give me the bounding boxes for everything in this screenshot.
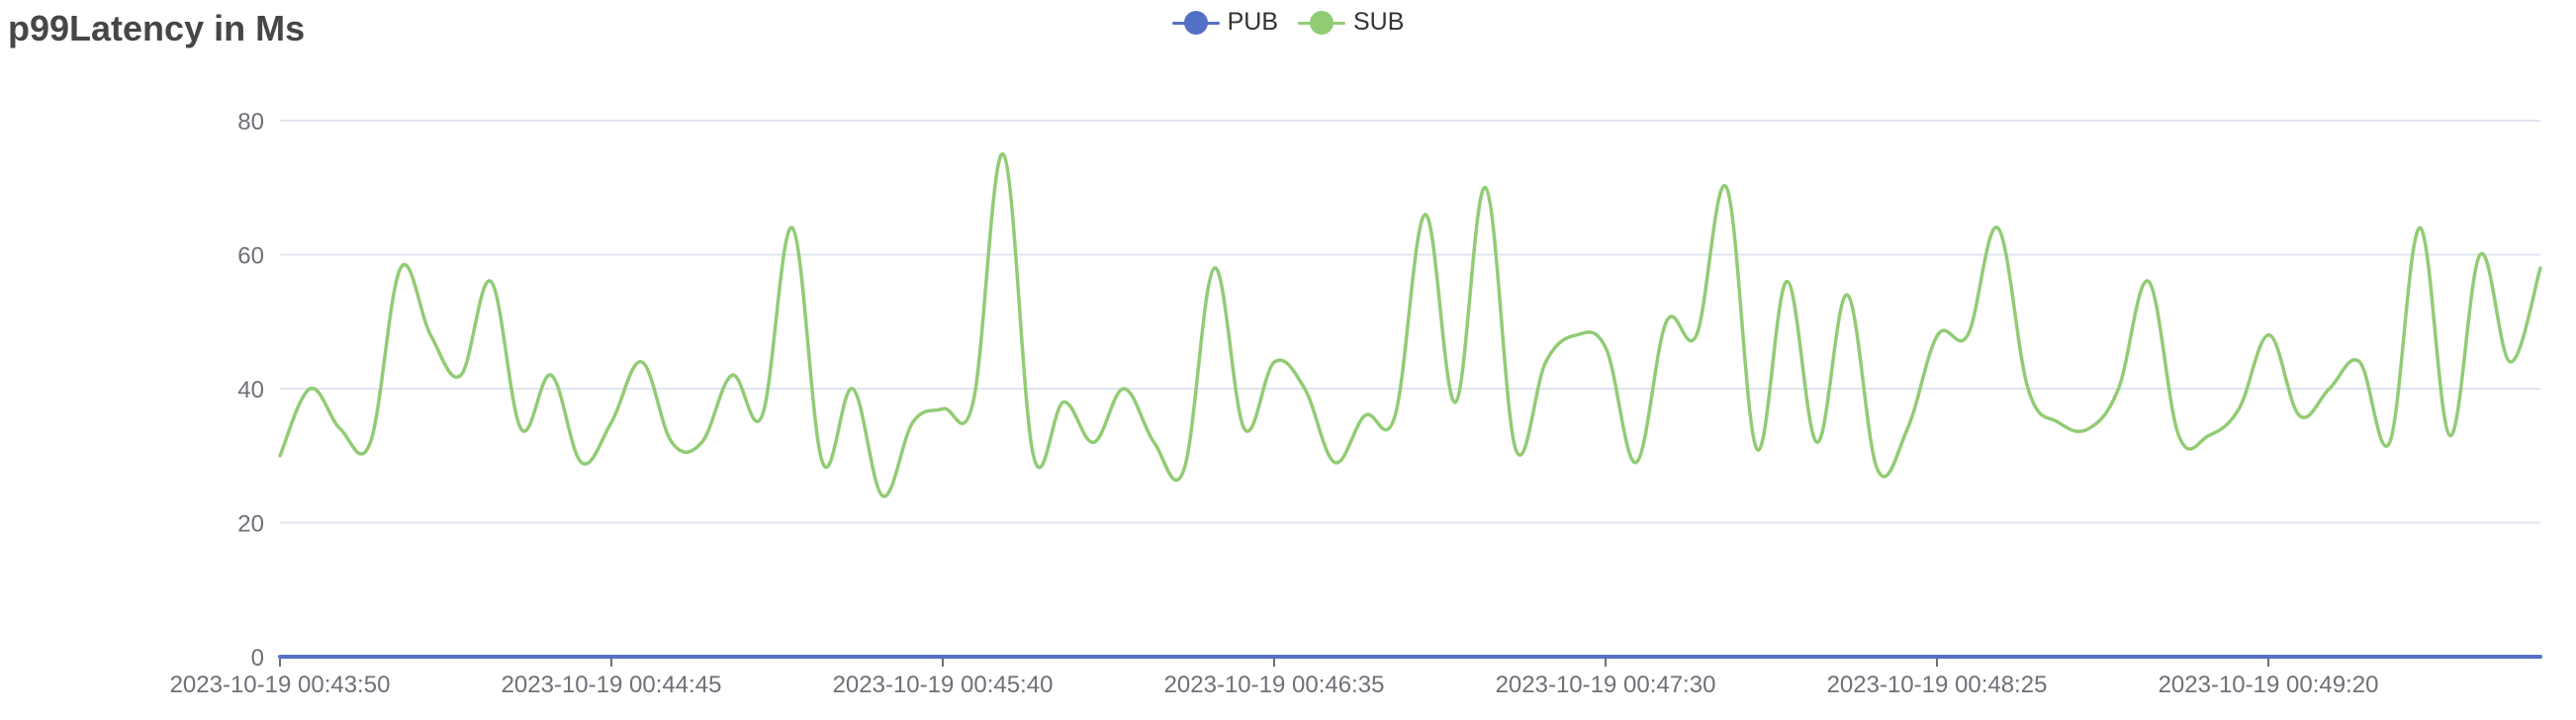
legend-item-pub[interactable]: PUB — [1171, 8, 1278, 37]
legend-sub-marker-icon — [1298, 10, 1345, 36]
legend-item-sub[interactable]: SUB — [1298, 8, 1404, 37]
x-tick-label: 2023-10-19 00:43:50 — [170, 672, 391, 698]
series-line-sub — [278, 152, 2542, 498]
legend-sub-label: SUB — [1353, 8, 1405, 36]
x-tick-label: 2023-10-19 00:47:30 — [1496, 672, 1716, 698]
y-tick-label: 20 — [237, 511, 264, 538]
legend-pub-dot — [1183, 10, 1208, 35]
legend: PUB SUB — [0, 8, 2576, 37]
y-tick-label: 60 — [237, 243, 264, 270]
legend-pub-label: PUB — [1227, 8, 1278, 36]
y-tick-label: 0 — [251, 645, 264, 672]
x-tick-label: 2023-10-19 00:45:40 — [833, 672, 1054, 698]
y-tick-label: 40 — [237, 377, 264, 404]
legend-sub-dot — [1310, 10, 1334, 35]
y-tick-label: 80 — [237, 109, 264, 135]
legend-pub-marker-icon — [1171, 10, 1220, 36]
x-tick-label: 2023-10-19 00:48:25 — [1827, 672, 2048, 698]
x-tick-label: 2023-10-19 00:44:45 — [502, 672, 722, 698]
x-tick-label: 2023-10-19 00:46:35 — [1164, 672, 1385, 698]
x-tick-label: 2023-10-19 00:49:20 — [2159, 672, 2379, 698]
chart-title: p99Latency in Ms — [8, 8, 306, 48]
